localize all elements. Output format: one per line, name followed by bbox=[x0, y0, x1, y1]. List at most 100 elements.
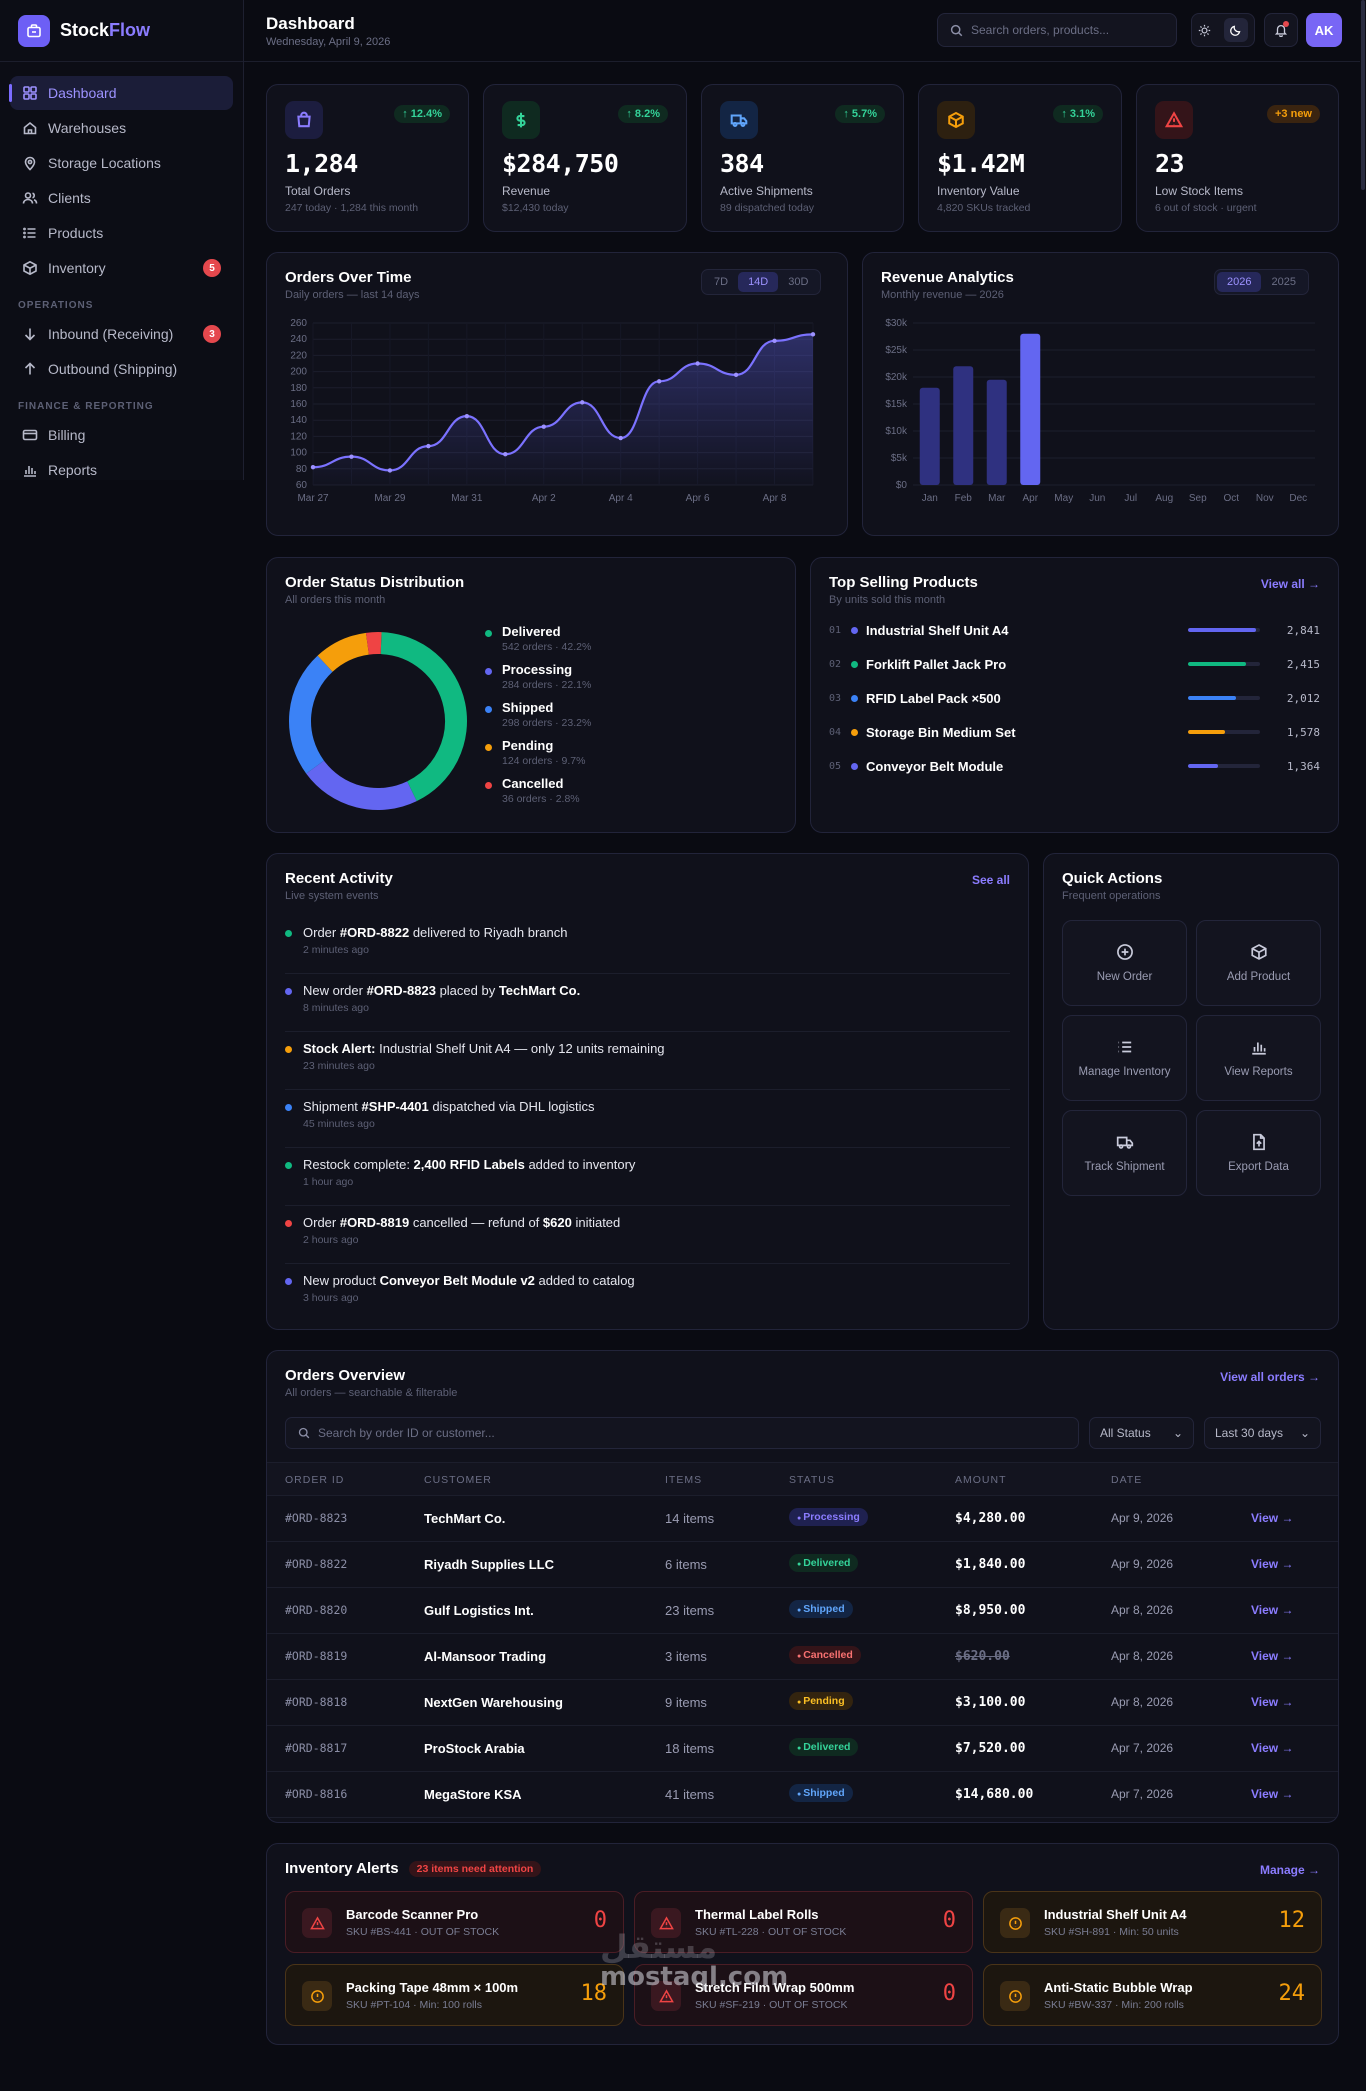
table-row[interactable]: #ORD-8823 TechMart Co. 14 items ● Processin… bbox=[267, 1496, 1338, 1542]
data-point[interactable] bbox=[772, 338, 777, 344]
activity-item[interactable]: New product Conveyor Belt Module v2 adde… bbox=[285, 1264, 1010, 1322]
col-order-id[interactable]: ORDER ID bbox=[285, 1474, 345, 1486]
theme-toggle[interactable] bbox=[1191, 13, 1255, 47]
view-order-link[interactable]: View → bbox=[1251, 1557, 1294, 1571]
year-2025[interactable]: 2025 bbox=[1271, 276, 1296, 288]
data-point[interactable] bbox=[541, 424, 546, 429]
manage-inventory-button[interactable]: Manage Inventory bbox=[1062, 1015, 1187, 1101]
data-point[interactable] bbox=[310, 464, 316, 470]
stat-card-inventory-value[interactable]: ↑ 3.1% $1.42M Inventory Value 4,820 SKUs… bbox=[918, 84, 1122, 232]
year-2026[interactable]: 2026 bbox=[1217, 272, 1262, 292]
view-order-link[interactable]: View → bbox=[1251, 1787, 1294, 1801]
data-point[interactable] bbox=[464, 413, 470, 419]
sidebar-item-products[interactable]: Products bbox=[10, 216, 233, 250]
inventory-alert[interactable]: Stretch Film Wrap 500mm SKU #SF-219 · OUT… bbox=[634, 1964, 973, 2026]
table-row[interactable]: #ORD-8817 ProStock Arabia 18 items ● Delive… bbox=[267, 1726, 1338, 1772]
product-row[interactable]: 03 RFID Label Pack ×500 2,012 bbox=[829, 690, 1320, 706]
moon-icon[interactable] bbox=[1223, 18, 1248, 42]
col-customer[interactable]: CUSTOMER bbox=[424, 1474, 492, 1486]
track-shipment-button[interactable]: Track Shipment bbox=[1062, 1110, 1187, 1196]
activity-item[interactable]: Stock Alert: Industrial Shelf Unit A4 — … bbox=[285, 1032, 1010, 1090]
see-all-activity-link[interactable]: See all bbox=[971, 873, 1010, 887]
view-order-link[interactable]: View → bbox=[1251, 1511, 1294, 1525]
range-14d[interactable]: 14D bbox=[738, 272, 779, 292]
table-row[interactable]: #ORD-8820 Gulf Logistics Int. 23 items ● Sh… bbox=[267, 1588, 1338, 1634]
data-point[interactable] bbox=[580, 400, 585, 405]
new-order-button[interactable]: New Order bbox=[1062, 920, 1187, 1006]
sidebar-item-billing[interactable]: Billing bbox=[10, 418, 233, 452]
product-row[interactable]: 01 Industrial Shelf Unit A4 2,841 bbox=[829, 622, 1320, 638]
product-row[interactable]: 04 Storage Bin Medium Set 1,578 bbox=[829, 724, 1320, 740]
sun-icon[interactable] bbox=[1198, 24, 1211, 37]
donut-slice[interactable] bbox=[365, 632, 382, 655]
activity-item[interactable]: Order #ORD-8822 delivered to Riyadh bran… bbox=[285, 916, 1010, 974]
bar[interactable] bbox=[986, 379, 1007, 485]
sidebar-item-dashboard[interactable]: Dashboard bbox=[9, 76, 233, 110]
bar[interactable] bbox=[953, 366, 974, 485]
table-row[interactable]: #ORD-8818 NextGen Warehousing 9 items ● Pen… bbox=[267, 1680, 1338, 1726]
product-row[interactable]: 05 Conveyor Belt Module 1,364 bbox=[829, 758, 1320, 774]
view-reports-button[interactable]: View Reports bbox=[1196, 1015, 1321, 1101]
col-amount[interactable]: AMOUNT bbox=[955, 1474, 1007, 1486]
donut-slice[interactable] bbox=[289, 655, 333, 774]
data-point[interactable] bbox=[656, 379, 662, 384]
data-point[interactable] bbox=[503, 452, 508, 457]
donut-slice[interactable] bbox=[380, 632, 467, 802]
activity-item[interactable]: Restock complete: 2,400 RFID Labels adde… bbox=[285, 1148, 1010, 1206]
view-order-link[interactable]: View → bbox=[1251, 1603, 1294, 1617]
bar[interactable] bbox=[1020, 333, 1041, 485]
stat-card-low-stock[interactable]: +3 new 23 Low Stock Items 6 out of stock… bbox=[1136, 84, 1339, 232]
inventory-alert[interactable]: Thermal Label Rolls SKU #TL-228 · OUT OF … bbox=[634, 1891, 973, 1953]
donut-slice[interactable] bbox=[306, 760, 417, 810]
stat-card-active-shipments[interactable]: ↑ 5.7% 384 Active Shipments 89 dispatche… bbox=[701, 84, 904, 232]
data-point[interactable] bbox=[810, 332, 816, 337]
scrollbar[interactable] bbox=[1360, 0, 1366, 2091]
stat-card-total-orders[interactable]: ↑ 12.4% 1,284 Total Orders 247 today · 1… bbox=[266, 84, 469, 232]
range-7d[interactable]: 7D bbox=[714, 276, 729, 288]
export-data-button[interactable]: Export Data bbox=[1196, 1110, 1321, 1196]
product-row[interactable]: 02 Forklift Pallet Jack Pro 2,415 bbox=[829, 656, 1320, 672]
data-point[interactable] bbox=[618, 435, 623, 441]
data-point[interactable] bbox=[733, 372, 739, 378]
inventory-alert[interactable]: Packing Tape 48mm × 100m SKU #PT-104 · Mi… bbox=[285, 1964, 624, 2026]
data-point[interactable] bbox=[349, 454, 354, 459]
view-order-link[interactable]: View → bbox=[1251, 1649, 1294, 1663]
sidebar-item-inbound[interactable]: Inbound (Receiving) 3 bbox=[10, 317, 233, 351]
view-order-link[interactable]: View → bbox=[1251, 1741, 1294, 1755]
col-items[interactable]: ITEMS bbox=[665, 1474, 703, 1486]
global-search-input[interactable]: Search orders, products... bbox=[937, 13, 1177, 47]
orders-search-input[interactable]: Search by order ID or customer... bbox=[285, 1417, 1079, 1449]
scrollbar-thumb[interactable] bbox=[1361, 0, 1365, 190]
manage-alerts-link[interactable]: Manage → bbox=[1259, 1863, 1320, 1877]
sidebar-item-warehouses[interactable]: Warehouses bbox=[10, 111, 233, 145]
table-row[interactable]: #ORD-8816 MegaStore KSA 41 items ● Shipped $… bbox=[267, 1772, 1338, 1818]
avatar[interactable]: AK bbox=[1306, 13, 1342, 47]
view-all-products-link[interactable]: View all → bbox=[1260, 577, 1320, 591]
inventory-alert[interactable]: Industrial Shelf Unit A4 SKU #SH-891 · Mi… bbox=[983, 1891, 1322, 1953]
donut-slice[interactable] bbox=[317, 632, 370, 673]
data-point[interactable] bbox=[426, 443, 431, 449]
view-order-link[interactable]: View → bbox=[1251, 1695, 1294, 1709]
sidebar-item-inventory[interactable]: Inventory 5 bbox=[10, 251, 233, 285]
view-all-orders-link[interactable]: View all orders → bbox=[1220, 1370, 1320, 1384]
data-point[interactable] bbox=[387, 468, 393, 473]
inventory-alert[interactable]: Anti-Static Bubble Wrap SKU #BW-337 · Min… bbox=[983, 1964, 1322, 2026]
sidebar-item-storage-locations[interactable]: Storage Locations bbox=[10, 146, 233, 180]
activity-item[interactable]: Shipment #SHP-4401 dispatched via DHL lo… bbox=[285, 1090, 1010, 1148]
add-product-button[interactable]: Add Product bbox=[1196, 920, 1321, 1006]
date-filter-select[interactable]: Last 30 days ⌄ bbox=[1204, 1417, 1321, 1449]
table-row[interactable]: #ORD-8819 Al-Mansoor Trading 3 items ● Canc… bbox=[267, 1634, 1338, 1680]
activity-item[interactable]: New order #ORD-8823 placed by TechMart C… bbox=[285, 974, 1010, 1032]
col-date[interactable]: DATE bbox=[1111, 1474, 1143, 1486]
sidebar-item-outbound[interactable]: Outbound (Shipping) bbox=[10, 352, 233, 386]
stat-card-revenue[interactable]: ↑ 8.2% $284,750 Revenue $12,430 today bbox=[483, 84, 687, 232]
notifications-button[interactable] bbox=[1264, 13, 1298, 47]
inventory-alert[interactable]: Barcode Scanner Pro SKU #BS-441 · OUT OF … bbox=[285, 1891, 624, 1953]
sidebar-item-reports[interactable]: Reports bbox=[10, 453, 233, 487]
col-status[interactable]: STATUS bbox=[789, 1474, 835, 1486]
table-row[interactable]: #ORD-8822 Riyadh Supplies LLC 6 items ● Del… bbox=[267, 1542, 1338, 1588]
data-point[interactable] bbox=[695, 361, 700, 366]
sidebar-item-clients[interactable]: Clients bbox=[10, 181, 233, 215]
activity-item[interactable]: Order #ORD-8819 cancelled — refund of $6… bbox=[285, 1206, 1010, 1264]
bar[interactable] bbox=[919, 387, 940, 485]
